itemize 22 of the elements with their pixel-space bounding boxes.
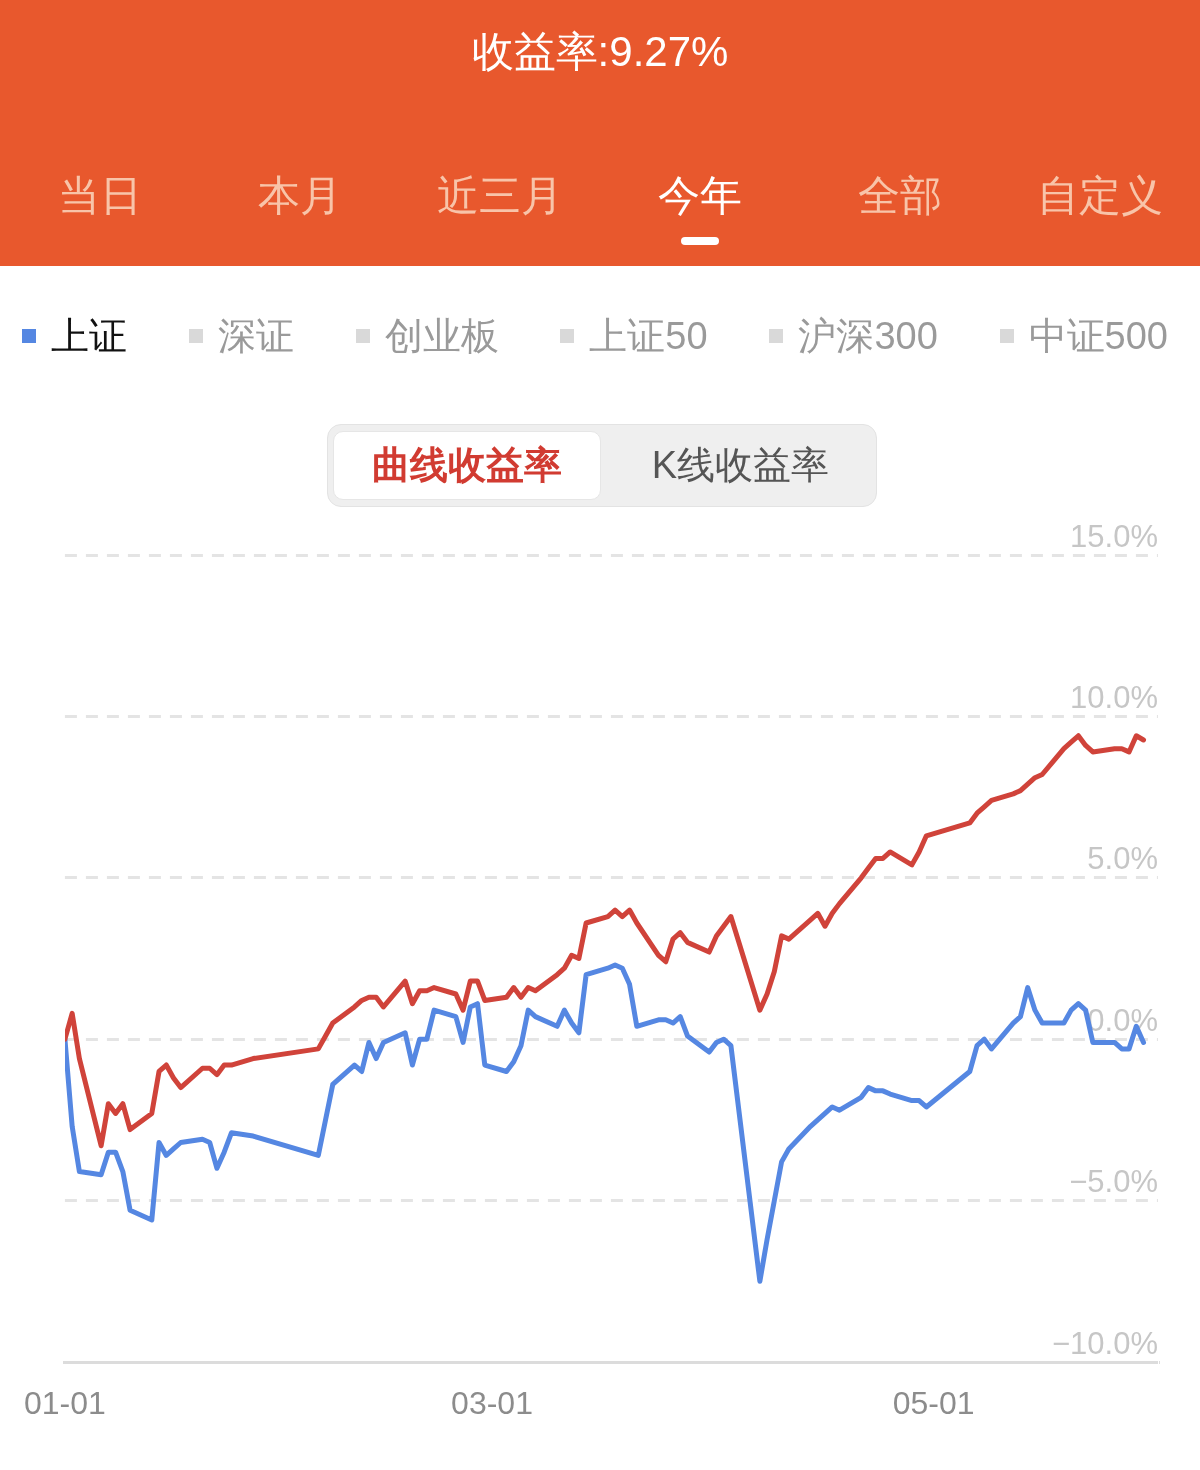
text: 近三月 (436, 171, 564, 221)
y-tick-label: −5.0% (1069, 1164, 1158, 1200)
text: 创业板 (384, 314, 499, 359)
text: 中证500 (1028, 314, 1168, 359)
text: 当日 (57, 171, 143, 221)
y-tick-label: 15.0% (1070, 518, 1158, 554)
text: 全部 (857, 171, 943, 221)
y-tick-label: 5.0% (1087, 841, 1158, 877)
text: 深证 (217, 314, 294, 359)
legend-label: 上证 (51, 314, 127, 359)
text: 上证50 (589, 314, 708, 359)
segmented-control: 曲线收益率 K线收益率 (327, 424, 877, 507)
x-tick-label: 05-01 (892, 1385, 975, 1422)
x-tick-label: 01-01 (24, 1385, 106, 1422)
text: 本月 (257, 171, 343, 221)
x-tick-label: 03-01 (451, 1385, 533, 1422)
y-tick-label: −10.0% (1051, 1325, 1158, 1361)
text: 沪深300 (798, 314, 938, 359)
text: 今年 (657, 171, 743, 221)
chart-title: 收益率:9.27% (470, 27, 730, 77)
y-tick-label: 10.0% (1070, 679, 1158, 715)
text: 自定义 (1036, 171, 1164, 221)
